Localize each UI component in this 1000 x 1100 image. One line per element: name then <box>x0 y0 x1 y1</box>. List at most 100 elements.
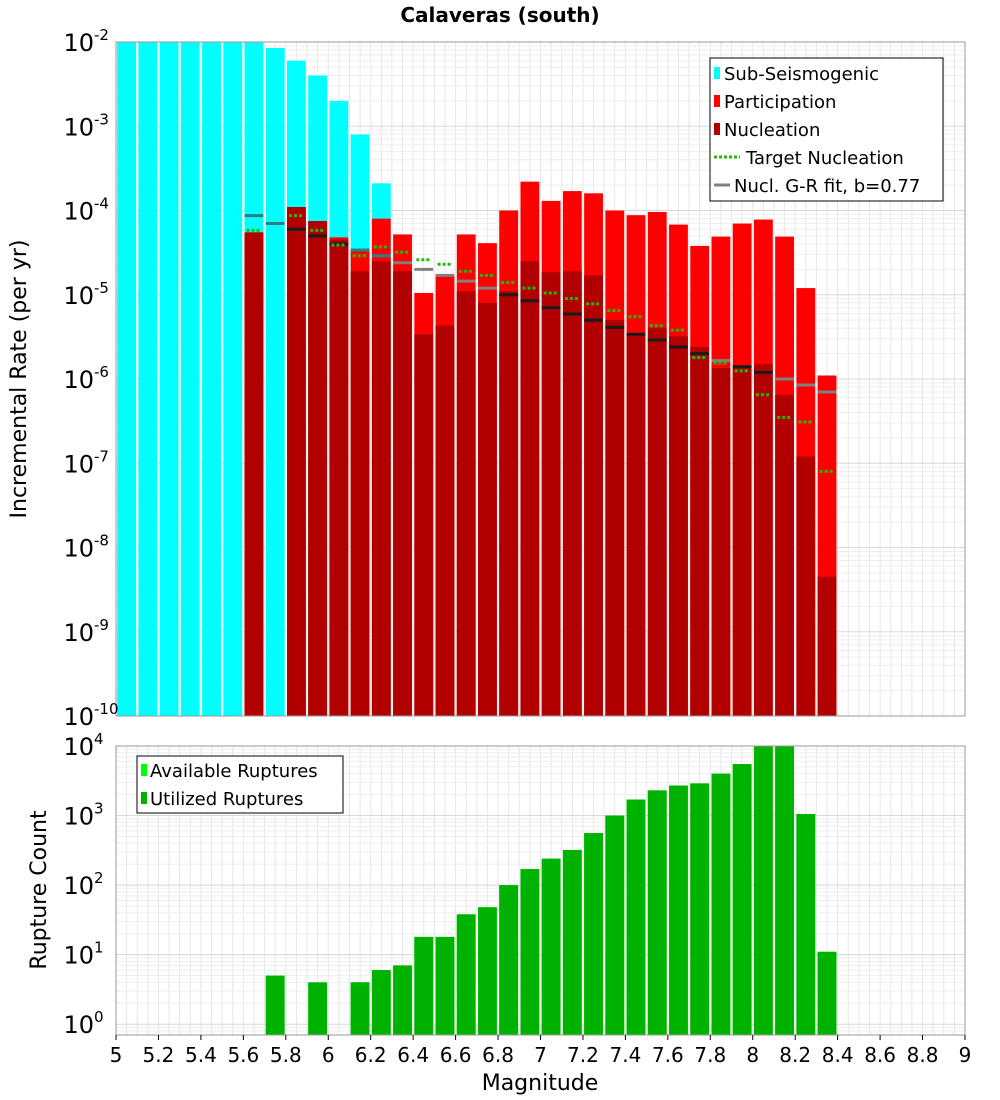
bar-subseismogenic <box>159 42 179 716</box>
top-plot-frame <box>115 41 966 717</box>
bar-utilized-ruptures <box>796 814 816 1035</box>
bar-nucleation <box>562 271 582 716</box>
bar-subseismogenic <box>265 47 285 716</box>
bottom-x-ticks: 5 5.2 5.4 5.6 5.8 6 6.2 6.4 6.6 6.8 7 7.2 7.4 7.6 7.8 8… <box>110 1035 972 1067</box>
legend-swatch-participation <box>714 95 720 107</box>
bar-utilized-ruptures <box>393 965 412 1035</box>
legend-label-participation: Participation <box>724 92 836 113</box>
bar-utilized-ruptures <box>499 885 519 1035</box>
y-tick-exponent: -7 <box>94 447 109 465</box>
y-tick-label: 10 <box>63 942 94 970</box>
legend-label-subseismogenic: Sub-Seismogenic <box>724 64 879 85</box>
x-tick-label: 8.2 <box>779 1043 811 1067</box>
bar-nucleation <box>753 364 773 716</box>
bar-utilized-ruptures <box>584 833 603 1035</box>
bar-nucleation <box>435 325 455 716</box>
bar-nucleation <box>329 239 349 716</box>
bar-nucleation <box>711 368 731 716</box>
y-tick-label: 10 <box>63 1011 94 1039</box>
legend-label-nucleation: Nucleation <box>724 120 820 141</box>
y-tick-exponent: 3 <box>94 800 104 818</box>
bar-utilized-ruptures <box>371 970 391 1035</box>
legend-label-gr-fit: Nucl. G-R fit, b=0.77 <box>734 176 920 197</box>
x-tick-label: 5.8 <box>270 1043 302 1067</box>
x-tick-label: 7.4 <box>609 1043 641 1067</box>
bottom-y-axis-label: Rupture Count <box>27 810 52 970</box>
x-tick-label: 8.8 <box>907 1043 939 1067</box>
bar-nucleation <box>541 272 561 716</box>
bottom-bars <box>265 746 837 1035</box>
legend-swatch-utilized <box>141 792 147 804</box>
x-tick-label: 5 <box>110 1043 123 1067</box>
y-tick-label: 10 <box>63 29 94 57</box>
bar-utilized-ruptures <box>541 858 561 1035</box>
y-tick-exponent: -4 <box>94 195 109 213</box>
legend-swatch-available <box>141 764 147 776</box>
y-tick-label: 10 <box>63 366 94 394</box>
y-tick-label: 10 <box>63 535 94 563</box>
x-tick-label: 8.6 <box>864 1043 896 1067</box>
x-tick-label: 8.4 <box>822 1043 854 1067</box>
bar-utilized-ruptures <box>456 914 476 1035</box>
bottom-legend-box <box>136 755 344 814</box>
bar-utilized-ruptures <box>711 773 731 1035</box>
bar-subseismogenic <box>138 42 158 716</box>
bottom-legend: Available Ruptures Utilized Ruptures <box>136 755 344 814</box>
x-tick-label: 7.2 <box>567 1043 599 1067</box>
y-tick-label: 10 <box>63 703 94 731</box>
bar-utilized-ruptures <box>753 746 773 1035</box>
bar-nucleation <box>456 291 476 716</box>
bar-utilized-ruptures <box>478 907 497 1035</box>
bar-utilized-ruptures <box>414 936 434 1035</box>
bar-nucleation <box>584 275 603 716</box>
bar-utilized-ruptures <box>265 975 285 1035</box>
bar-utilized-ruptures <box>350 982 370 1035</box>
legend-label-target-nucleation: Target Nucleation <box>745 148 904 169</box>
y-tick-exponent: -6 <box>94 363 109 381</box>
bar-utilized-ruptures <box>817 951 837 1035</box>
bar-utilized-ruptures <box>520 869 540 1035</box>
bar-nucleation <box>478 302 497 716</box>
x-tick-label: 5.2 <box>143 1043 175 1067</box>
x-tick-label: 6.8 <box>482 1043 514 1067</box>
bar-nucleation <box>647 328 667 716</box>
x-tick-label: 7.6 <box>652 1043 684 1067</box>
x-tick-label: 9 <box>959 1043 972 1067</box>
chart-title: Calaveras (south) <box>400 3 599 27</box>
y-tick-label: 10 <box>63 803 94 831</box>
x-tick-label: 6.4 <box>397 1043 429 1067</box>
y-tick-exponent: -9 <box>94 616 109 634</box>
legend-swatch-subseismogenic <box>714 67 720 79</box>
y-tick-exponent: 0 <box>94 1008 104 1026</box>
bar-nucleation <box>520 261 540 716</box>
bar-nucleation <box>499 291 519 716</box>
y-tick-label: 10 <box>63 450 94 478</box>
bar-nucleation <box>244 232 264 716</box>
bar-utilized-ruptures <box>435 936 455 1035</box>
y-tick-exponent: -3 <box>94 110 109 128</box>
bar-utilized-ruptures <box>605 815 625 1035</box>
bar-utilized-ruptures <box>732 764 752 1035</box>
y-tick-label: 10 <box>63 113 94 141</box>
x-tick-label: 6 <box>322 1043 335 1067</box>
bar-utilized-ruptures <box>690 783 710 1035</box>
bar-nucleation <box>690 346 710 716</box>
y-tick-label: 10 <box>63 282 94 310</box>
bar-utilized-ruptures <box>308 982 328 1035</box>
bar-nucleation <box>775 394 794 716</box>
y-tick-exponent: -10 <box>94 700 119 718</box>
y-tick-exponent: -2 <box>94 26 109 44</box>
bar-utilized-ruptures <box>669 785 688 1035</box>
bar-utilized-ruptures <box>562 849 582 1035</box>
bar-utilized-ruptures <box>647 790 667 1035</box>
legend-label-utilized: Utilized Ruptures <box>150 789 303 810</box>
top-legend: Sub-Seismogenic Participation Nucleation… <box>709 57 944 202</box>
x-tick-label: 7 <box>534 1043 547 1067</box>
bar-nucleation <box>414 334 434 716</box>
x-tick-label: 5.4 <box>185 1043 217 1067</box>
x-axis-label: Magnitude <box>482 1071 599 1096</box>
x-tick-label: 7.8 <box>694 1043 726 1067</box>
